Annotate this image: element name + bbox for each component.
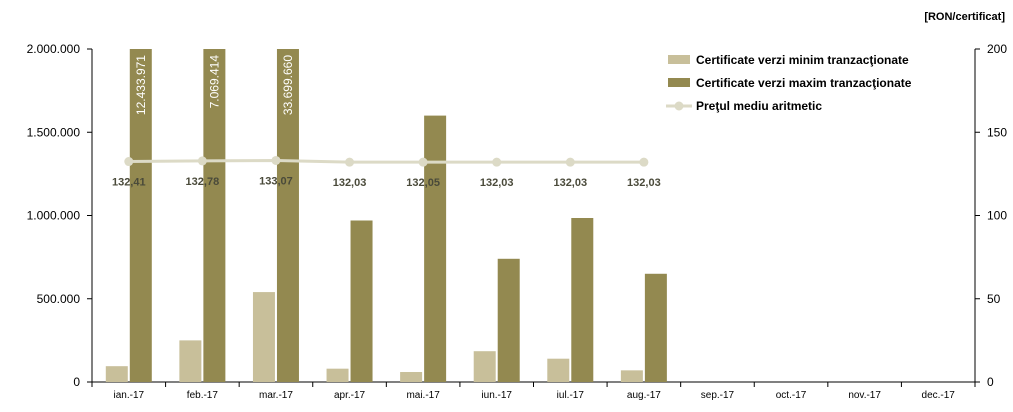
- bar-overflow-label: 33.699.660: [281, 55, 295, 115]
- price-point: [271, 155, 281, 165]
- right-tick-label: 0: [987, 375, 994, 389]
- left-tick-label: 0: [73, 375, 80, 389]
- right-tick-label: 150: [987, 125, 1007, 139]
- price-line-path: [128, 158, 644, 164]
- chart-labels: 12.433.971 7.069.414 33.699.660 132,41 132,7…: [112, 55, 661, 189]
- x-tick-label: mar.-17: [259, 390, 293, 401]
- x-tick-label: ian.-17: [114, 390, 145, 401]
- price-data-label: 132,41: [112, 177, 146, 189]
- bar-overflow-label: 7.069.414: [207, 55, 221, 109]
- bar-maxim: [424, 115, 447, 382]
- x-tick-label: mai.-17: [406, 390, 440, 401]
- x-tick-label: iun.-17: [481, 390, 512, 401]
- price-point: [492, 157, 502, 167]
- chart-axes: 0 500.000 1.000.000 1.500.000 2.000.000 0 50 10…: [27, 42, 1008, 401]
- price-line: [124, 155, 649, 167]
- x-tick-label: sep.-17: [701, 390, 735, 401]
- bar-minim: [105, 366, 128, 382]
- price-point: [345, 157, 355, 167]
- bar-maxim: [497, 258, 520, 382]
- x-tick-label: dec.-17: [922, 390, 956, 401]
- price-data-label: 132,03: [553, 177, 587, 189]
- bar-overflow-label: 12.433.971: [134, 55, 148, 115]
- bar-minim: [473, 351, 496, 382]
- price-data-label: 132,78: [186, 176, 220, 188]
- x-tick-label: apr.-17: [334, 390, 366, 401]
- price-data-label: 132,03: [480, 177, 514, 189]
- left-tick-label: 500.000: [37, 292, 81, 306]
- price-data-label: 132,03: [627, 177, 661, 189]
- legend-label: Certificate verzi minim tranzacţionate: [696, 53, 909, 67]
- left-tick-label: 1.000.000: [27, 209, 81, 223]
- price-data-label: 132,03: [333, 177, 367, 189]
- price-point: [565, 157, 575, 167]
- right-tick-label: 100: [987, 209, 1007, 223]
- x-tick-label: oct.-17: [776, 390, 807, 401]
- x-tick-label: aug.-17: [627, 390, 661, 401]
- price-data-label: 133,07: [259, 175, 293, 187]
- right-axis-unit: [RON/certificat]: [924, 11, 1005, 23]
- legend-swatch: [668, 55, 690, 64]
- left-tick-label: 2.000.000: [27, 42, 81, 56]
- x-tick-label: iul.-17: [557, 390, 585, 401]
- legend-label: Certificate verzi maxim tranzacţionate: [696, 76, 912, 90]
- right-tick-label: 200: [987, 42, 1007, 56]
- x-tick-label: feb.-17: [187, 390, 219, 401]
- bar-minim: [326, 368, 349, 382]
- x-tick-label: nov.-17: [848, 390, 881, 401]
- bar-maxim: [276, 49, 299, 382]
- bar-maxim: [203, 49, 226, 382]
- bar-minim: [547, 358, 570, 382]
- bar-maxim: [644, 273, 667, 382]
- bar-minim: [252, 292, 275, 382]
- bar-minim: [620, 370, 643, 382]
- right-tick-label: 50: [987, 292, 1001, 306]
- left-tick-label: 1.500.000: [27, 125, 81, 139]
- bar-minim: [179, 340, 202, 382]
- price-point: [418, 157, 428, 167]
- bar-maxim: [129, 49, 152, 382]
- chart-bars: [105, 49, 667, 382]
- bar-minim: [400, 372, 423, 382]
- price-data-label: 132,05: [406, 177, 440, 189]
- price-point: [197, 156, 207, 166]
- bar-maxim: [350, 220, 373, 382]
- price-point: [124, 157, 134, 167]
- legend-swatch-marker: [674, 101, 684, 111]
- legend: Certificate verzi minim tranzacţionate Ce…: [666, 53, 912, 113]
- bar-maxim: [571, 217, 594, 382]
- price-point: [639, 157, 649, 167]
- legend-swatch: [668, 78, 690, 87]
- legend-label: Preţul mediu aritmetic: [696, 99, 822, 113]
